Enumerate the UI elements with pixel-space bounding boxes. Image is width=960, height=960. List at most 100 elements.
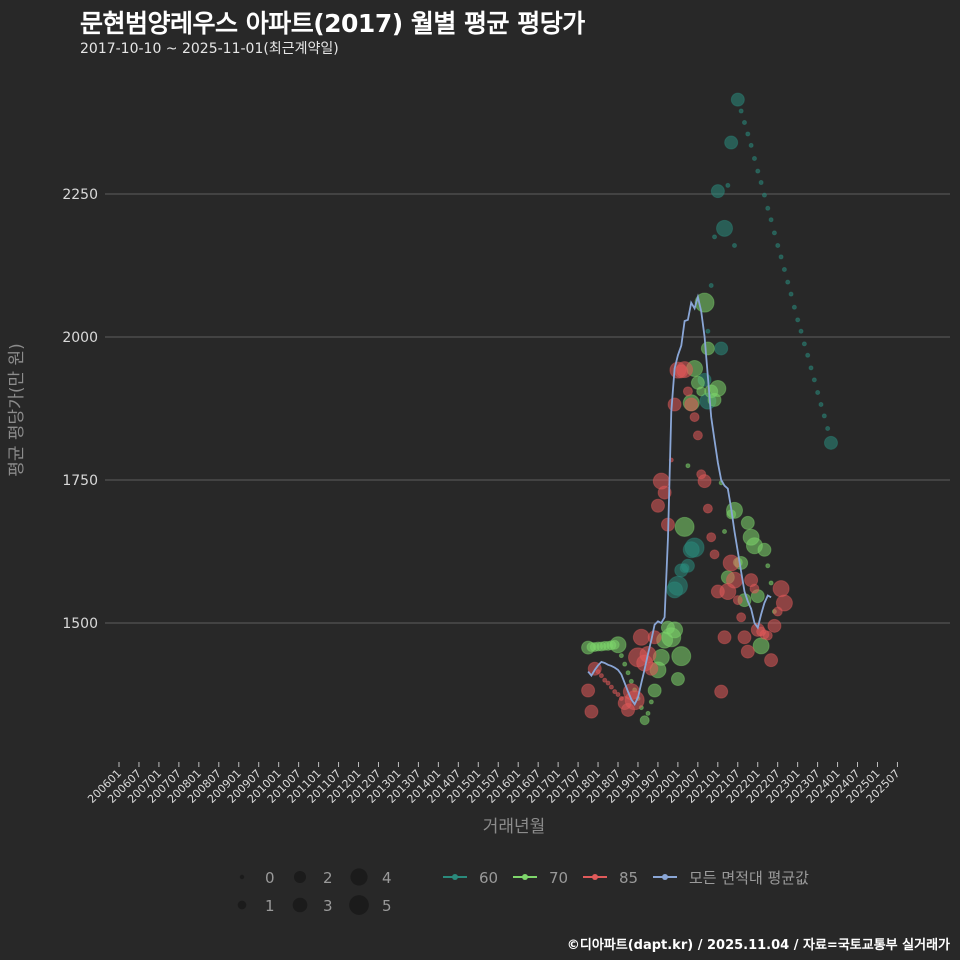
legend-marker bbox=[662, 874, 668, 880]
mean-line bbox=[587, 293, 772, 706]
data-point bbox=[764, 653, 779, 668]
data-point bbox=[736, 612, 747, 623]
data-point bbox=[761, 192, 767, 198]
legend-size-label: 2 bbox=[323, 869, 333, 887]
data-point bbox=[805, 352, 811, 358]
data-point bbox=[731, 242, 737, 248]
data-point bbox=[666, 621, 684, 639]
data-point bbox=[684, 397, 699, 412]
data-point bbox=[676, 361, 694, 379]
data-point bbox=[602, 677, 608, 683]
legend-size-4 bbox=[350, 868, 368, 886]
data-point bbox=[725, 182, 731, 188]
data-point bbox=[738, 108, 744, 114]
legend-size-label: 4 bbox=[382, 869, 392, 887]
data-point bbox=[767, 618, 782, 633]
data-point bbox=[740, 515, 755, 530]
data-point bbox=[730, 92, 745, 107]
data-point bbox=[682, 386, 693, 397]
data-point bbox=[706, 532, 717, 543]
legend-size-2 bbox=[293, 870, 307, 884]
data-point bbox=[628, 678, 634, 684]
x-axis-ticks: 2006012006072007012007072008012008072009… bbox=[85, 762, 903, 806]
data-point bbox=[757, 542, 772, 557]
legend-size-label: 1 bbox=[265, 897, 275, 915]
legend-size-0 bbox=[239, 874, 245, 880]
data-point bbox=[581, 683, 596, 698]
data-point bbox=[737, 630, 752, 645]
data-point bbox=[608, 684, 614, 690]
data-point bbox=[639, 715, 650, 726]
data-point bbox=[714, 341, 729, 356]
data-point bbox=[775, 242, 781, 248]
data-point bbox=[795, 317, 801, 323]
data-point bbox=[712, 234, 718, 240]
data-point bbox=[725, 501, 743, 519]
data-point bbox=[650, 498, 665, 513]
y-axis-title: 평균 평당가(만 원) bbox=[7, 343, 27, 477]
data-point bbox=[801, 341, 807, 347]
data-point bbox=[716, 219, 734, 237]
legend: 0 1 2 3 4 5 60 70 85 모든 면적대 평균값 bbox=[237, 868, 809, 915]
data-point bbox=[667, 397, 682, 412]
data-point bbox=[765, 205, 771, 211]
data-point bbox=[815, 389, 821, 395]
data-point bbox=[749, 583, 760, 594]
data-point bbox=[771, 230, 777, 236]
legend-series-label: 70 bbox=[549, 869, 568, 887]
data-point bbox=[705, 328, 711, 334]
data-point bbox=[798, 328, 804, 334]
data-point bbox=[740, 644, 755, 659]
data-point bbox=[670, 672, 685, 687]
y-tick-label: 1750 bbox=[62, 473, 98, 489]
data-point bbox=[657, 485, 672, 500]
mean-price-line bbox=[587, 293, 772, 706]
data-point bbox=[615, 692, 621, 697]
data-point bbox=[765, 563, 771, 569]
data-point bbox=[725, 571, 743, 589]
legend-size-1 bbox=[237, 900, 247, 910]
data-point bbox=[605, 680, 611, 686]
legend-size-3 bbox=[292, 897, 308, 913]
data-point bbox=[781, 267, 787, 273]
data-point bbox=[768, 217, 774, 223]
data-point bbox=[648, 699, 654, 705]
data-point bbox=[685, 463, 691, 469]
data-point bbox=[751, 156, 757, 162]
data-point bbox=[758, 180, 764, 186]
source-credit: ©디아파트(dapt.kr) / 2025.11.04 / 자료=국토교통부 실… bbox=[566, 938, 950, 953]
data-point bbox=[788, 291, 794, 297]
data-point bbox=[745, 131, 751, 137]
chart-title: 문현범양레우스 아파트(2017) 월별 평균 평당가 bbox=[80, 9, 585, 38]
data-point bbox=[768, 580, 774, 586]
series-85 bbox=[581, 361, 793, 719]
data-point bbox=[674, 516, 695, 537]
data-point bbox=[823, 435, 838, 450]
legend-marker bbox=[522, 874, 528, 880]
grid-lines bbox=[105, 193, 950, 624]
data-point bbox=[818, 401, 824, 407]
data-point bbox=[697, 474, 712, 489]
data-point bbox=[618, 653, 624, 659]
legend-size-5 bbox=[349, 895, 369, 915]
data-point bbox=[700, 341, 715, 356]
x-axis-title: 거래년월 bbox=[483, 817, 546, 837]
legend-marker bbox=[452, 874, 458, 880]
data-point bbox=[775, 594, 793, 612]
data-point bbox=[724, 135, 739, 150]
data-point bbox=[667, 575, 688, 596]
legend-marker bbox=[592, 874, 598, 880]
data-point bbox=[598, 673, 604, 679]
data-point bbox=[722, 528, 728, 534]
data-point bbox=[708, 283, 714, 289]
data-point bbox=[821, 413, 827, 419]
data-point bbox=[748, 142, 754, 148]
data-point bbox=[692, 430, 703, 441]
y-tick-label: 2000 bbox=[62, 330, 98, 346]
legend-size-label: 0 bbox=[265, 869, 275, 887]
data-point bbox=[612, 689, 618, 695]
data-point bbox=[595, 669, 601, 675]
data-point bbox=[680, 558, 695, 573]
data-point bbox=[825, 426, 831, 432]
data-point bbox=[755, 168, 761, 174]
